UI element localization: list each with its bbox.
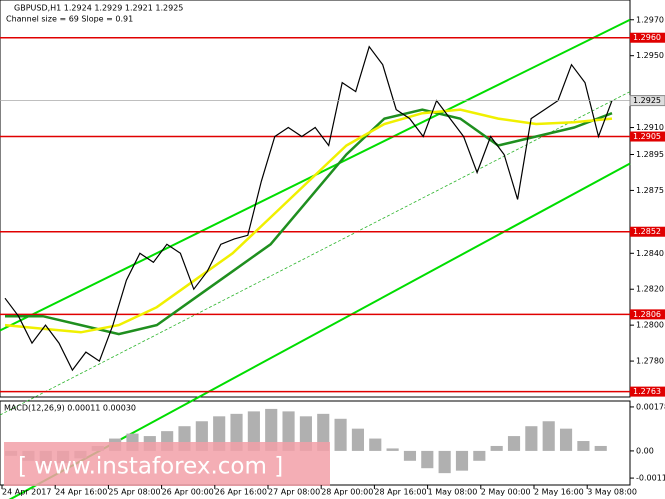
macd-bar	[421, 450, 434, 469]
y-tick-label: 1.2950	[636, 51, 664, 60]
y-tick-label: 1.2970	[636, 15, 664, 24]
chart-subtitle: Channel size = 69 Slope = 0.91	[6, 15, 133, 24]
y-tick-label: 1.2780	[636, 357, 664, 366]
current-label: 1.2925	[633, 96, 661, 105]
level-label: 1.2763	[633, 387, 661, 396]
macd-bar	[594, 445, 607, 451]
x-tick-label: 1 May 08:00	[428, 488, 478, 497]
y-tick-label: 1.2820	[636, 285, 664, 294]
macd-bar	[351, 428, 364, 451]
macd-bar	[369, 438, 382, 451]
channel-line	[0, 91, 631, 416]
watermark-box	[4, 442, 330, 486]
macd-bar	[438, 450, 451, 474]
macd-bar	[542, 421, 555, 451]
chart-title: GBPUSD,H1 1.2924 1.2929 1.2921 1.2925	[14, 4, 183, 13]
macd-bar	[403, 450, 417, 461]
macd-bar	[455, 450, 469, 471]
x-tick-label: 25 Apr 08:00	[108, 488, 160, 497]
level-label: 1.2806	[633, 310, 661, 319]
moving-average	[4, 108, 613, 334]
macd-bar	[473, 450, 486, 461]
main-panel	[0, 0, 631, 398]
level-tag	[630, 32, 665, 43]
level-tag	[630, 226, 665, 237]
macd-bar	[317, 413, 330, 451]
macd-bar	[247, 411, 260, 451]
level-tag	[630, 131, 665, 142]
level-label: 1.2905	[633, 132, 661, 141]
x-tick-label: 3 May 08:00	[587, 488, 637, 497]
y-tick-label: 0.00	[636, 446, 654, 455]
macd-bar	[490, 445, 503, 451]
watermark: [ www.instaforex.com ]	[18, 454, 283, 480]
x-tick-label: 27 Apr 08:00	[268, 488, 320, 497]
x-tick-label: 26 Apr 16:00	[215, 488, 267, 497]
level-tag	[630, 386, 665, 397]
macd-bar	[577, 441, 590, 451]
y-tick-label: 0.00178	[636, 402, 665, 411]
price-line	[4, 45, 613, 372]
macd-bar	[334, 418, 347, 451]
y-tick-label: 1.2800	[636, 321, 664, 330]
level-tag	[630, 309, 665, 320]
macd-bar	[525, 426, 538, 451]
macd-bar	[386, 448, 399, 451]
y-tick-label: 1.2910	[636, 123, 664, 132]
current-tag	[629, 95, 665, 107]
level-label: 1.2960	[633, 33, 661, 42]
y-tick-label: 1.2875	[636, 186, 664, 195]
x-tick-label: 24 Apr 2017	[2, 488, 51, 497]
y-tick-label: 1.2895	[636, 150, 664, 159]
x-tick-label: 2 May 16:00	[534, 488, 584, 497]
x-tick-label: 2 May 00:00	[481, 488, 531, 497]
macd-bar	[507, 436, 521, 451]
macd-bar	[230, 413, 243, 451]
macd-bar	[265, 408, 278, 451]
y-tick-label: 1.2840	[636, 249, 664, 258]
macd-bar	[282, 411, 295, 451]
level-label: 1.2852	[633, 227, 661, 236]
x-tick-label: 26 Apr 00:00	[162, 488, 214, 497]
x-tick-label: 28 Apr 16:00	[374, 488, 426, 497]
macd-bar	[559, 428, 573, 451]
moving-average	[5, 108, 613, 336]
x-tick-label: 28 Apr 00:00	[321, 488, 373, 497]
x-tick-label: 24 Apr 16:00	[55, 488, 107, 497]
macd-title: MACD(12,26,9) 0.00011 0.00030	[4, 404, 136, 413]
